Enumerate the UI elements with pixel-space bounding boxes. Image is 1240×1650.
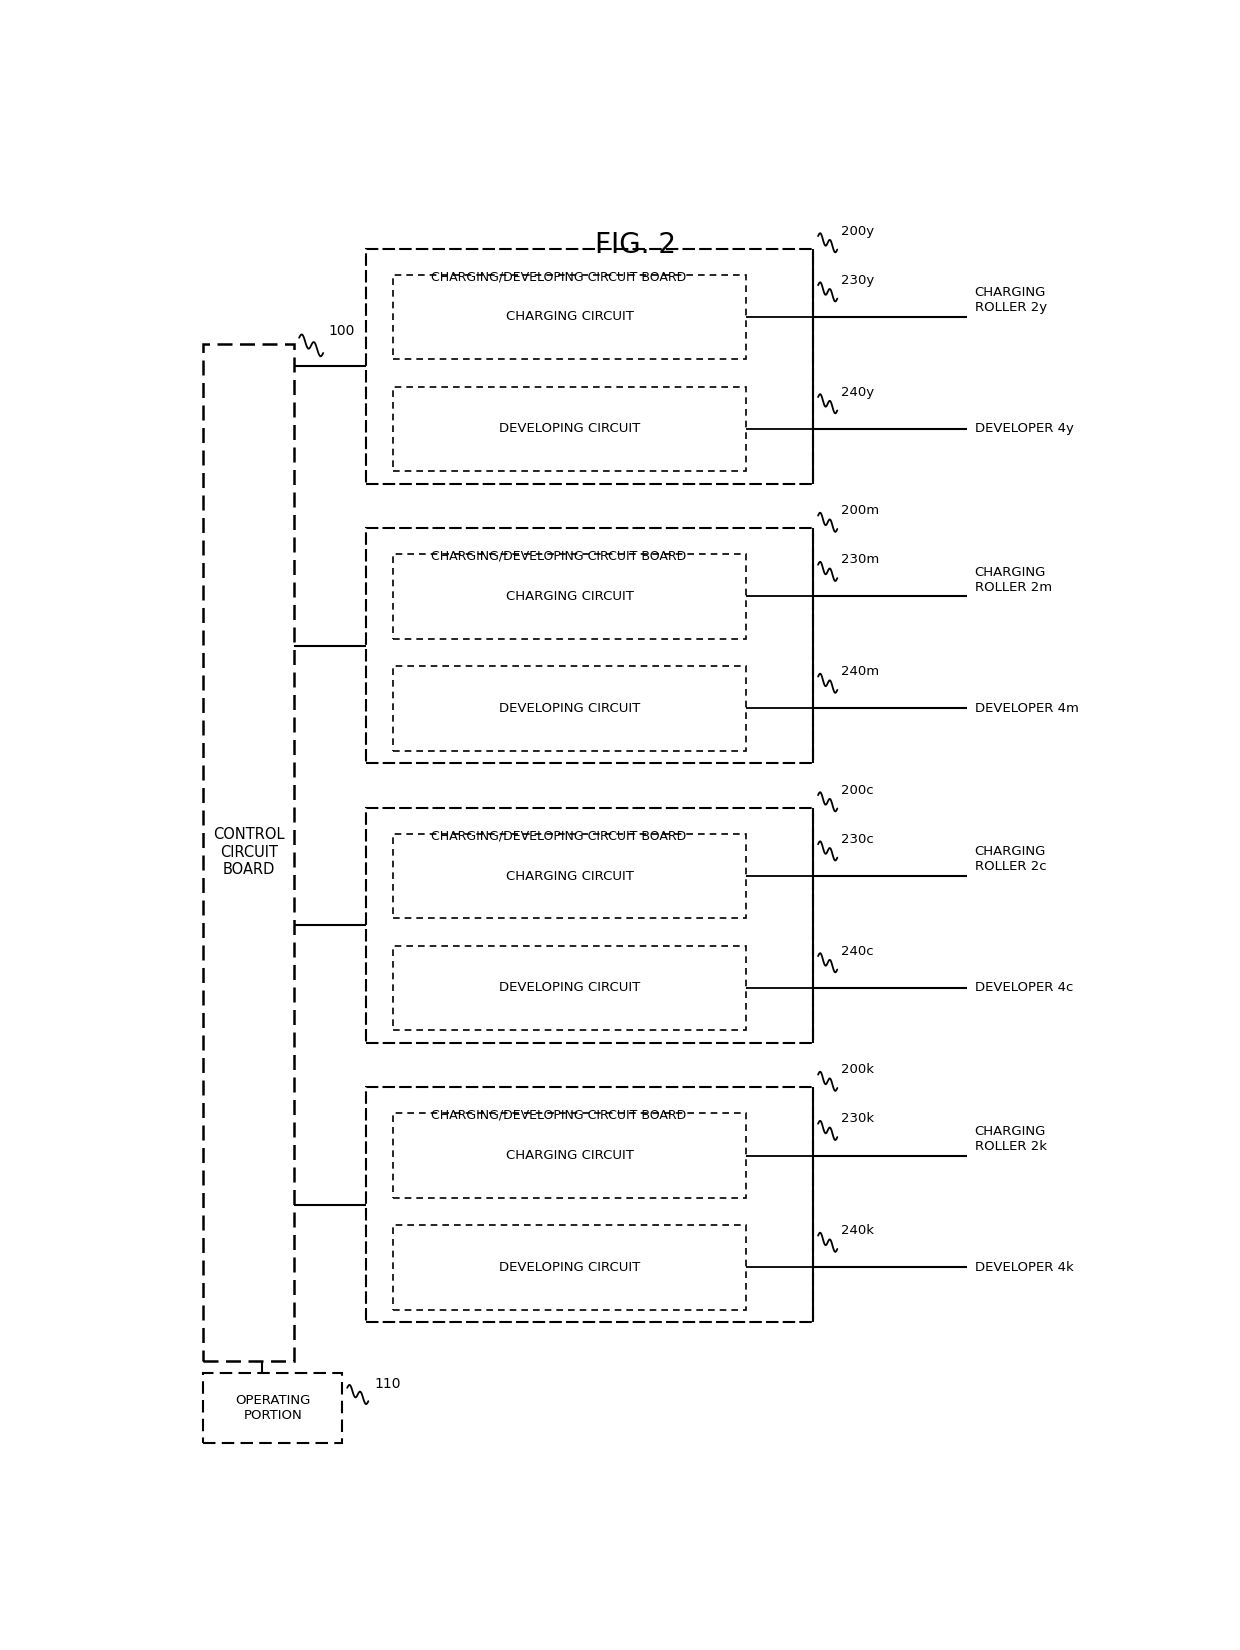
Text: 100: 100 bbox=[327, 325, 355, 338]
Text: DEVELOPER 4m: DEVELOPER 4m bbox=[975, 701, 1079, 714]
Text: DEVELOPER 4y: DEVELOPER 4y bbox=[975, 422, 1074, 436]
Bar bbox=[203, 345, 294, 1361]
Text: CHARGING/DEVELOPING CIRCUIT BOARD: CHARGING/DEVELOPING CIRCUIT BOARD bbox=[432, 271, 686, 284]
Text: 240y: 240y bbox=[841, 386, 874, 399]
Text: 230k: 230k bbox=[841, 1112, 874, 1125]
Text: CHARGING CIRCUIT: CHARGING CIRCUIT bbox=[506, 870, 634, 883]
Text: 200c: 200c bbox=[841, 784, 874, 797]
Text: DEVELOPING CIRCUIT: DEVELOPING CIRCUIT bbox=[498, 701, 640, 714]
Text: CHARGING CIRCUIT: CHARGING CIRCUIT bbox=[506, 1148, 634, 1162]
Bar bbox=[393, 1114, 746, 1198]
Bar bbox=[367, 528, 813, 764]
Text: DEVELOPER 4k: DEVELOPER 4k bbox=[975, 1261, 1074, 1274]
Text: 230y: 230y bbox=[841, 274, 874, 287]
Text: DEVELOPING CIRCUIT: DEVELOPING CIRCUIT bbox=[498, 1261, 640, 1274]
Text: 200m: 200m bbox=[841, 503, 879, 516]
Bar bbox=[367, 1087, 813, 1322]
Text: 240c: 240c bbox=[841, 944, 874, 957]
Text: CONTROL
CIRCUIT
BOARD: CONTROL CIRCUIT BOARD bbox=[213, 827, 284, 878]
Text: FIG. 2: FIG. 2 bbox=[595, 231, 676, 259]
Text: CHARGING
ROLLER 2c: CHARGING ROLLER 2c bbox=[975, 845, 1047, 873]
Text: 110: 110 bbox=[374, 1378, 401, 1391]
Text: CHARGING
ROLLER 2m: CHARGING ROLLER 2m bbox=[975, 566, 1052, 594]
Bar bbox=[393, 1224, 746, 1310]
Text: 240m: 240m bbox=[841, 665, 879, 678]
Text: CHARGING
ROLLER 2k: CHARGING ROLLER 2k bbox=[975, 1125, 1047, 1153]
Bar bbox=[367, 808, 813, 1043]
Text: DEVELOPER 4c: DEVELOPER 4c bbox=[975, 982, 1073, 995]
Text: 230c: 230c bbox=[841, 833, 874, 846]
Text: 240k: 240k bbox=[841, 1224, 874, 1238]
Text: 200y: 200y bbox=[841, 224, 874, 238]
Text: CHARGING
ROLLER 2y: CHARGING ROLLER 2y bbox=[975, 287, 1047, 315]
Bar bbox=[367, 249, 813, 483]
Bar bbox=[393, 833, 746, 919]
Text: DEVELOPING CIRCUIT: DEVELOPING CIRCUIT bbox=[498, 982, 640, 995]
Bar bbox=[393, 274, 746, 360]
Bar bbox=[393, 554, 746, 639]
Text: 230m: 230m bbox=[841, 553, 879, 566]
Text: CHARGING/DEVELOPING CIRCUIT BOARD: CHARGING/DEVELOPING CIRCUIT BOARD bbox=[432, 830, 686, 842]
Text: CHARGING/DEVELOPING CIRCUIT BOARD: CHARGING/DEVELOPING CIRCUIT BOARD bbox=[432, 549, 686, 563]
Text: CHARGING CIRCUIT: CHARGING CIRCUIT bbox=[506, 310, 634, 323]
Bar bbox=[393, 667, 746, 751]
Text: CHARGING/DEVELOPING CIRCUIT BOARD: CHARGING/DEVELOPING CIRCUIT BOARD bbox=[432, 1109, 686, 1122]
Bar bbox=[393, 945, 746, 1030]
Text: DEVELOPING CIRCUIT: DEVELOPING CIRCUIT bbox=[498, 422, 640, 436]
Text: OPERATING
PORTION: OPERATING PORTION bbox=[236, 1394, 310, 1422]
Bar bbox=[393, 386, 746, 472]
Text: 200k: 200k bbox=[841, 1063, 874, 1076]
Text: CHARGING CIRCUIT: CHARGING CIRCUIT bbox=[506, 591, 634, 602]
Bar bbox=[203, 1373, 342, 1444]
